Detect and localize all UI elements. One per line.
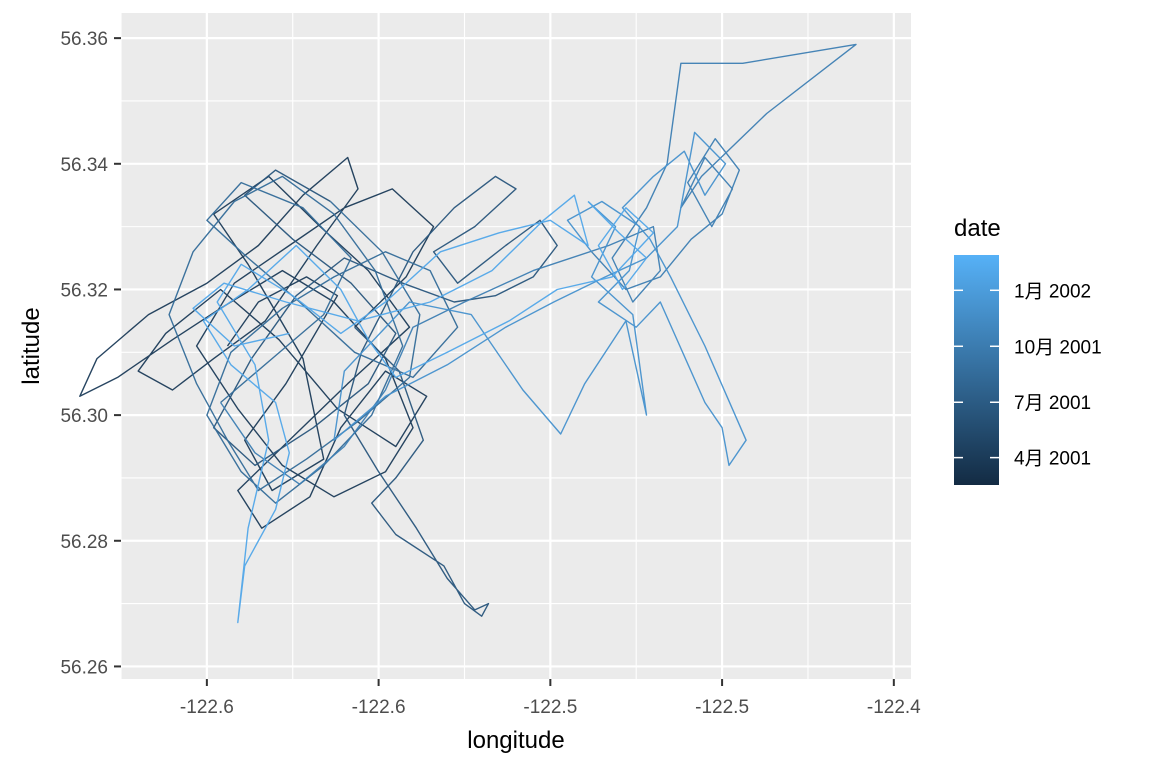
x-tick-label: -122.5 bbox=[695, 697, 749, 718]
legend-colorbar bbox=[954, 255, 999, 485]
x-tick-label: -122.4 bbox=[867, 697, 921, 718]
y-tick-label: 56.26 bbox=[60, 657, 108, 678]
y-tick-label: 56.28 bbox=[60, 532, 108, 553]
track-segment-6 bbox=[192, 194, 655, 624]
legend-breaks: 4月 2001 7月 2001 10月 2001 1月 2002 bbox=[954, 281, 1102, 470]
y-tick-label: 56.30 bbox=[60, 406, 108, 427]
grid-minor bbox=[120, 13, 911, 679]
series-layer bbox=[79, 43, 857, 624]
legend-break-label: 7月 2001 bbox=[1014, 393, 1091, 414]
x-tick-label: -122.5 bbox=[523, 697, 577, 718]
x-axis-title: longitude bbox=[467, 727, 564, 754]
track-segment-5 bbox=[333, 131, 747, 467]
panel-background bbox=[121, 13, 911, 679]
x-tick-label: -122.6 bbox=[352, 697, 406, 718]
y-axis: 56.26 56.28 56.30 56.32 56.34 56.36 bbox=[60, 29, 121, 678]
y-tick-label: 56.36 bbox=[60, 29, 108, 50]
track-segment-4 bbox=[220, 43, 857, 485]
legend-break-label: 4月 2001 bbox=[1014, 449, 1091, 470]
legend: date 4月 2001 7月 2001 10月 2001 1月 2002 bbox=[954, 215, 1102, 485]
x-axis: -122.6 -122.6 -122.5 -122.5 -122.4 bbox=[180, 679, 921, 718]
legend-break-label: 1月 2002 bbox=[1014, 281, 1091, 302]
y-axis-title: latitude bbox=[18, 307, 45, 384]
legend-title: date bbox=[954, 215, 1001, 242]
track-segment-2 bbox=[213, 169, 558, 617]
x-tick-label: -122.6 bbox=[180, 697, 234, 718]
y-tick-label: 56.32 bbox=[60, 280, 108, 301]
y-tick-label: 56.34 bbox=[60, 155, 108, 176]
track-segment-3 bbox=[168, 175, 459, 504]
legend-break-label: 10月 2001 bbox=[1014, 337, 1102, 358]
